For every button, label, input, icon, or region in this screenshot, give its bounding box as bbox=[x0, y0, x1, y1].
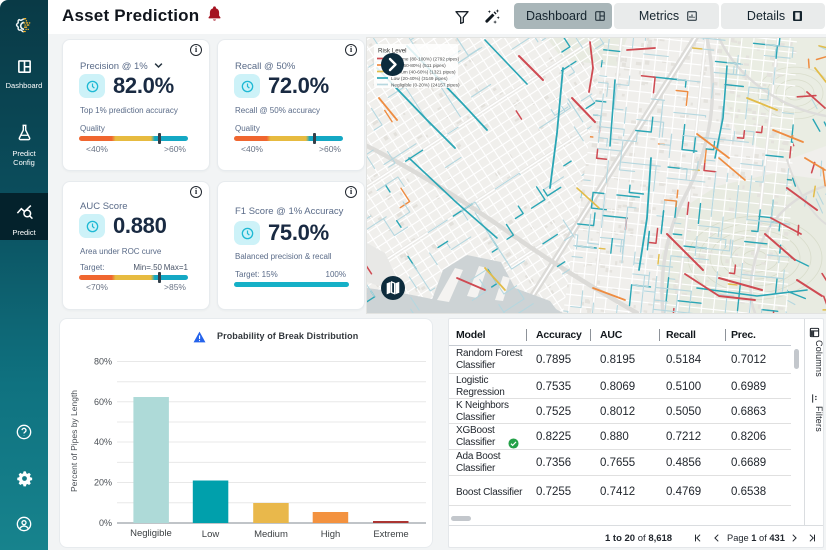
svg-text:Negligible (0-20%) (24157 pipe: Negligible (0-20%) (24157 pipes) bbox=[391, 82, 460, 87]
svg-text:Medium (40-60%) (1321 pipes): Medium (40-60%) (1321 pipes) bbox=[391, 69, 456, 74]
svg-text:Risk Level: Risk Level bbox=[378, 48, 407, 55]
svg-text:Low (20-40%) (3149 pipes): Low (20-40%) (3149 pipes) bbox=[391, 76, 448, 81]
svg-text:20%: 20% bbox=[94, 478, 112, 488]
svg-text:Low: Low bbox=[202, 529, 220, 540]
svg-text:High: High bbox=[321, 529, 341, 540]
svg-text:Extreme: Extreme bbox=[373, 529, 408, 540]
svg-text:80%: 80% bbox=[94, 357, 112, 367]
svg-text:40%: 40% bbox=[94, 437, 112, 447]
svg-text:Medium: Medium bbox=[254, 529, 288, 540]
svg-text:High (60-80%) (511 pipes): High (60-80%) (511 pipes) bbox=[391, 63, 446, 68]
svg-text:0%: 0% bbox=[99, 518, 112, 528]
svg-text:Extreme (80-100%) (2792 pipes): Extreme (80-100%) (2792 pipes) bbox=[391, 56, 459, 61]
svg-text:Negligible: Negligible bbox=[130, 528, 172, 539]
svg-text:Percent of Pipes by Length: Percent of Pipes by Length bbox=[69, 390, 79, 492]
svg-text:60%: 60% bbox=[94, 397, 112, 407]
